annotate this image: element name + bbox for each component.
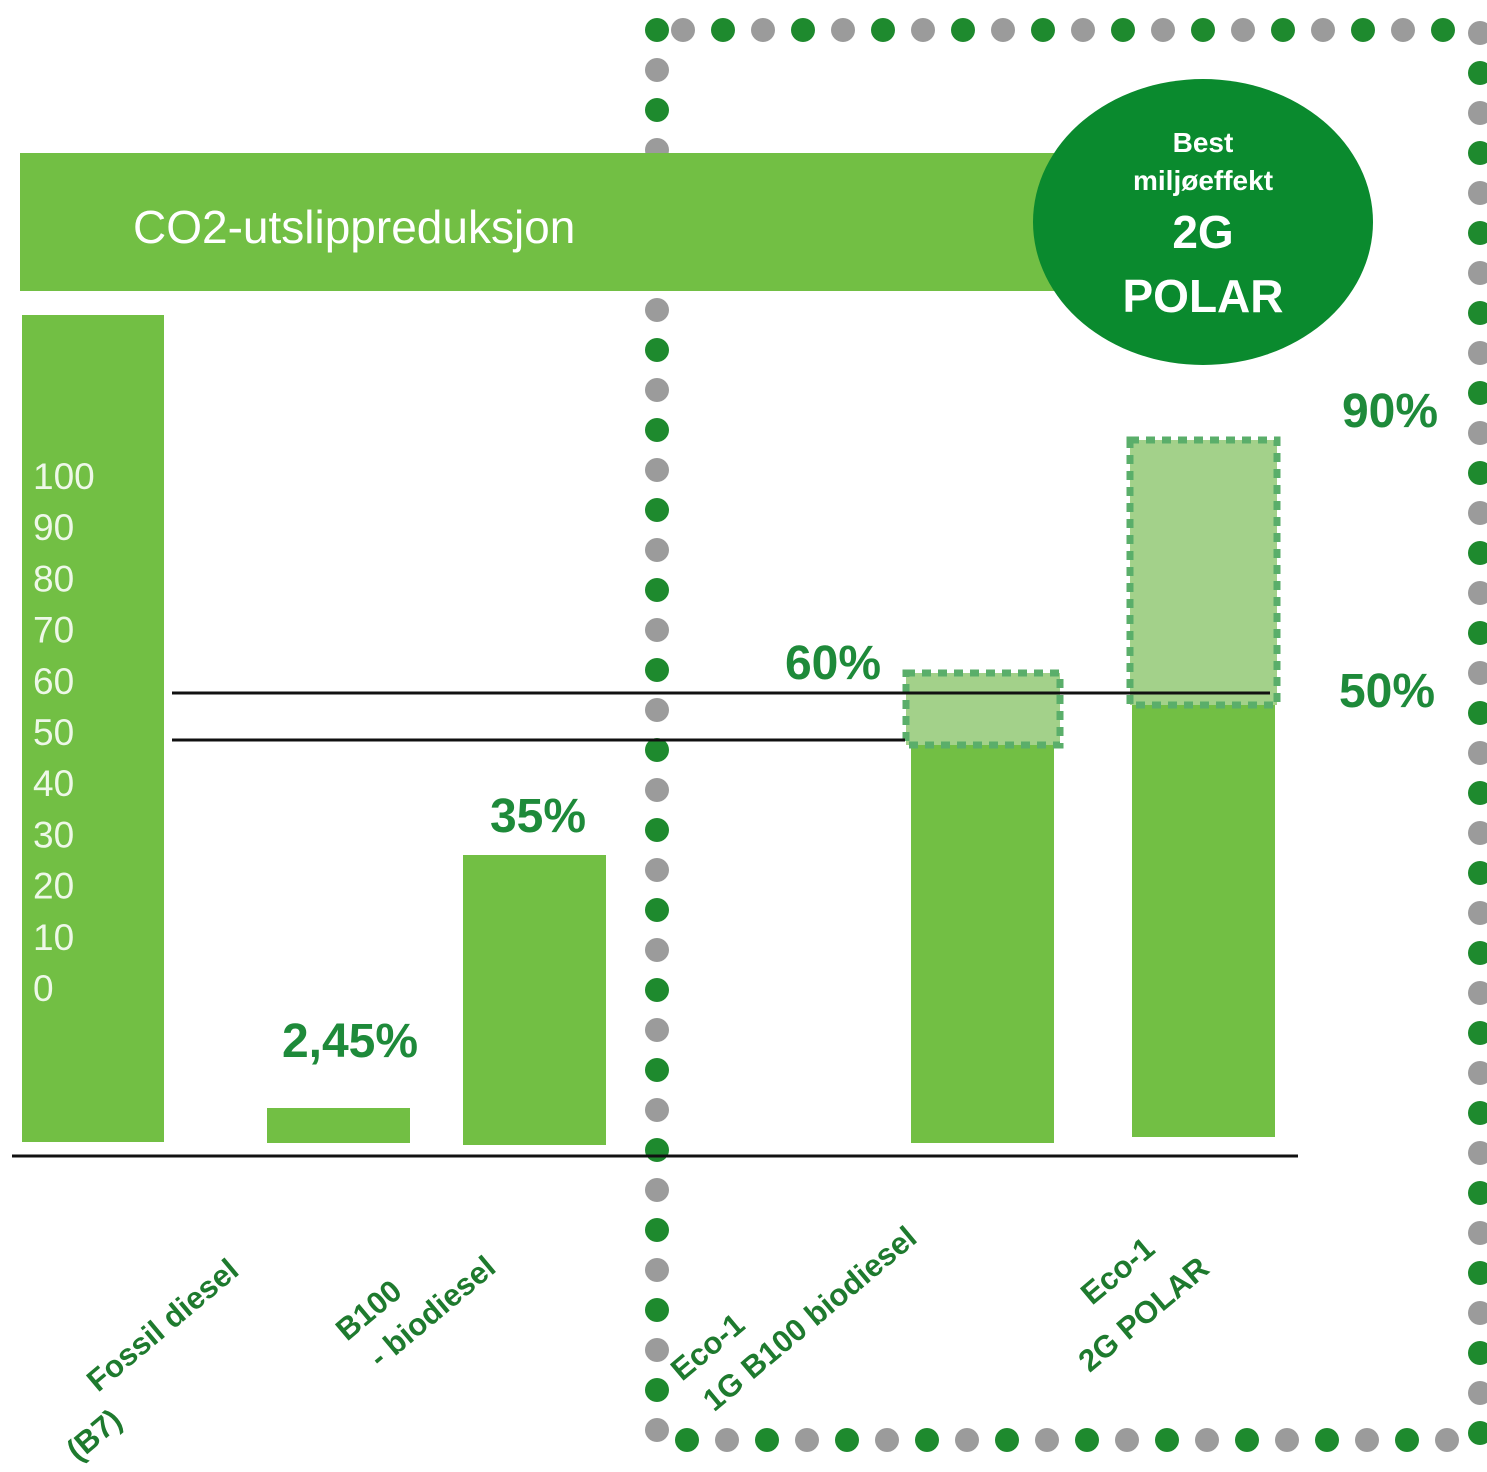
scale-label: 10 [33, 917, 74, 958]
banner-title: CO2-utslippreduksjon [133, 201, 575, 253]
category-label: Eco-1 1G B100 biodiesel [664, 1219, 923, 1417]
bar [22, 315, 164, 1142]
bar [1132, 705, 1275, 1137]
scale-label: 60 [33, 661, 74, 702]
bar-label: 90% [1342, 385, 1438, 438]
category-label: Eco-1 2G POLAR [1072, 1230, 1216, 1378]
bar-label: 50% [1339, 665, 1435, 718]
bar [267, 1108, 410, 1143]
dotted-frame [645, 18, 1487, 1452]
banner [20, 153, 1060, 291]
scale-label: 100 [33, 456, 95, 497]
bar-label: 60% [785, 637, 881, 690]
bar-label: 2,45% [282, 1015, 418, 1068]
badge-line: Best [1173, 127, 1234, 158]
scale-label: 0 [33, 968, 54, 1009]
scale-label: 90 [33, 507, 74, 548]
badge-line: POLAR [1123, 270, 1284, 322]
bar-extension [1126, 436, 1281, 709]
scale-label: 40 [33, 763, 74, 804]
scale-label: 50 [33, 712, 74, 753]
badge-line: miljøeffekt [1133, 165, 1273, 196]
scale-label: 20 [33, 866, 74, 907]
bar-label: 35% [490, 790, 586, 843]
badge-line: 2G [1172, 206, 1233, 258]
badge [1033, 79, 1373, 365]
category-line: (B7) [60, 1402, 129, 1468]
scale-label: 80 [33, 558, 74, 599]
bar [463, 855, 606, 1145]
bar-extension [902, 669, 1064, 749]
category-label: B100 - biodiesel [329, 1249, 502, 1374]
category-line: Fossil diesel [80, 1252, 245, 1398]
scale-label: 30 [33, 814, 74, 855]
category-label: Fossil diesel (B7) [60, 1252, 245, 1468]
scale-label: 70 [33, 610, 74, 651]
bar [911, 745, 1054, 1143]
